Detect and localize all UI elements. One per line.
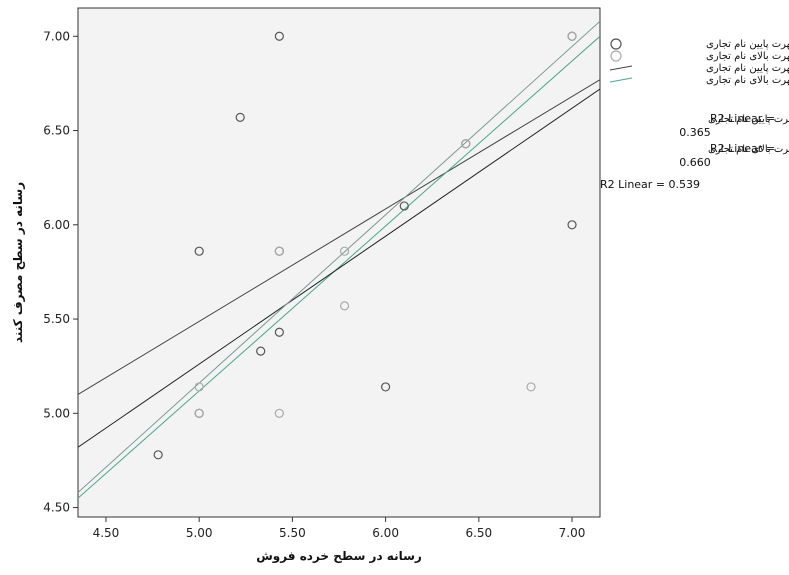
fit-line-2 — [78, 35, 600, 499]
fit-line-4 — [78, 20, 600, 493]
x-tick-label-4: 6.00 — [372, 526, 399, 540]
x-tick-label-5: 6.50 — [465, 526, 492, 540]
series-1-point-9 — [274, 327, 284, 337]
r2-series-label-2: شهرت بالای نام تجاری — [708, 144, 789, 155]
legend-line-4 — [609, 77, 633, 83]
y-tick-label-6: 7.00 — [43, 29, 70, 43]
series-2-point-1 — [567, 31, 577, 41]
y-tick-label-1: 4.50 — [43, 501, 70, 515]
r2-value-2: 0.660 — [679, 156, 711, 169]
series-2-point-3 — [339, 246, 350, 256]
fit-line-3 — [78, 88, 600, 448]
series-2-point-4 — [339, 301, 350, 311]
r2-text-2: R2 Linear = — [710, 142, 775, 155]
series-1-point-7 — [194, 246, 204, 256]
y-axis-ticks: 4.50 5.00 5.50 6.00 6.50 7.00 — [43, 29, 78, 515]
r2-series-label-1: شهرت پايين نام تجاری — [708, 114, 789, 125]
x-tick-label-3: 5.50 — [279, 526, 306, 540]
x-tick-label-1: 4.50 — [93, 526, 120, 540]
y-tick-label-2: 5.00 — [43, 406, 70, 420]
y-tick-label-3: 5.50 — [43, 312, 70, 326]
r2-text-1: R2 Linear = — [710, 112, 775, 125]
data-points — [153, 31, 577, 460]
series-1-point-13 — [381, 382, 391, 392]
x-tick-label-2: 5.00 — [186, 526, 213, 540]
series-2-point-9 — [274, 246, 284, 256]
y-tick-label-5: 6.50 — [43, 124, 70, 138]
legend-label-1: شهرت پايين نام تجاری — [706, 39, 789, 50]
series-2-point-5 — [194, 382, 204, 392]
series-2-point-2 — [461, 139, 471, 149]
fit-line-1 — [78, 79, 600, 395]
legend-line-3 — [609, 65, 633, 71]
series-1-point-12 — [153, 450, 163, 460]
legend-marker-1 — [610, 38, 622, 50]
legend-label-2: شهرت بالای نام تجاری — [706, 51, 789, 62]
plot-area — [77, 7, 601, 518]
x-tick-label-6: 7.00 — [559, 526, 586, 540]
series-1-point-3 — [235, 112, 245, 122]
r2-text-3: R2 Linear = 0.539 — [600, 178, 700, 191]
fit-lines — [78, 20, 600, 499]
series-1-point-6 — [567, 220, 577, 230]
legend-label-4: شهرت بالای نام تجاری — [706, 75, 789, 86]
y-tick-label-4: 6.00 — [43, 218, 70, 232]
series-1-point-10 — [256, 346, 266, 356]
x-axis-title: رسانه در سطح خرده فروش — [256, 549, 422, 564]
y-axis-title: رسانه در سطح مصرف كنند — [11, 182, 25, 343]
legend: شهرت پايين نام تجاریشهرت بالای نام تجاری… — [609, 38, 789, 86]
legend-label-3: شهرت پايين نام تجاری — [706, 63, 789, 74]
x-axis-ticks: 4.50 5.00 5.50 6.00 6.50 7.00 — [93, 517, 586, 540]
series-2-point-6 — [274, 408, 284, 418]
series-2-point-7 — [526, 382, 536, 392]
series-2-point-8 — [194, 408, 204, 418]
series-1-point-1 — [274, 31, 284, 41]
series-1-point-5 — [399, 201, 409, 211]
r2-value-1: 0.365 — [679, 126, 711, 139]
legend-marker-2 — [610, 50, 622, 62]
